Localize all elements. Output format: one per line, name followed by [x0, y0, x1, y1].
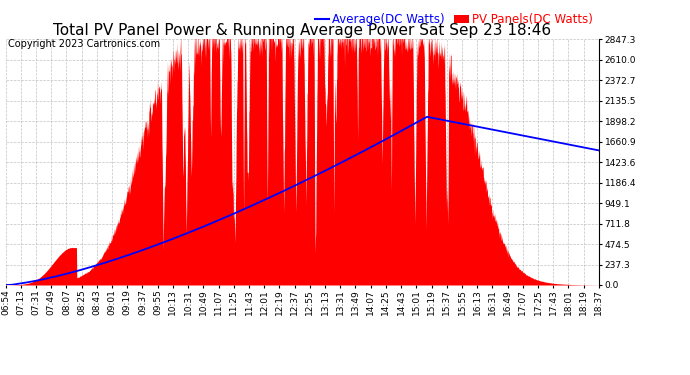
Title: Total PV Panel Power & Running Average Power Sat Sep 23 18:46: Total PV Panel Power & Running Average P… — [53, 23, 551, 38]
Text: Copyright 2023 Cartronics.com: Copyright 2023 Cartronics.com — [8, 39, 160, 50]
Legend: Average(DC Watts), PV Panels(DC Watts): Average(DC Watts), PV Panels(DC Watts) — [315, 13, 593, 26]
